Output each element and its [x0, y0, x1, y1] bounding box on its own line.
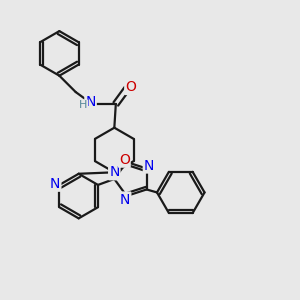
Text: O: O — [119, 153, 130, 166]
Text: O: O — [125, 80, 136, 94]
Text: N: N — [109, 165, 119, 179]
Text: N: N — [144, 158, 154, 172]
Text: H: H — [79, 100, 87, 110]
Text: N: N — [85, 94, 96, 109]
Text: N: N — [50, 177, 60, 191]
Text: N: N — [120, 193, 130, 206]
